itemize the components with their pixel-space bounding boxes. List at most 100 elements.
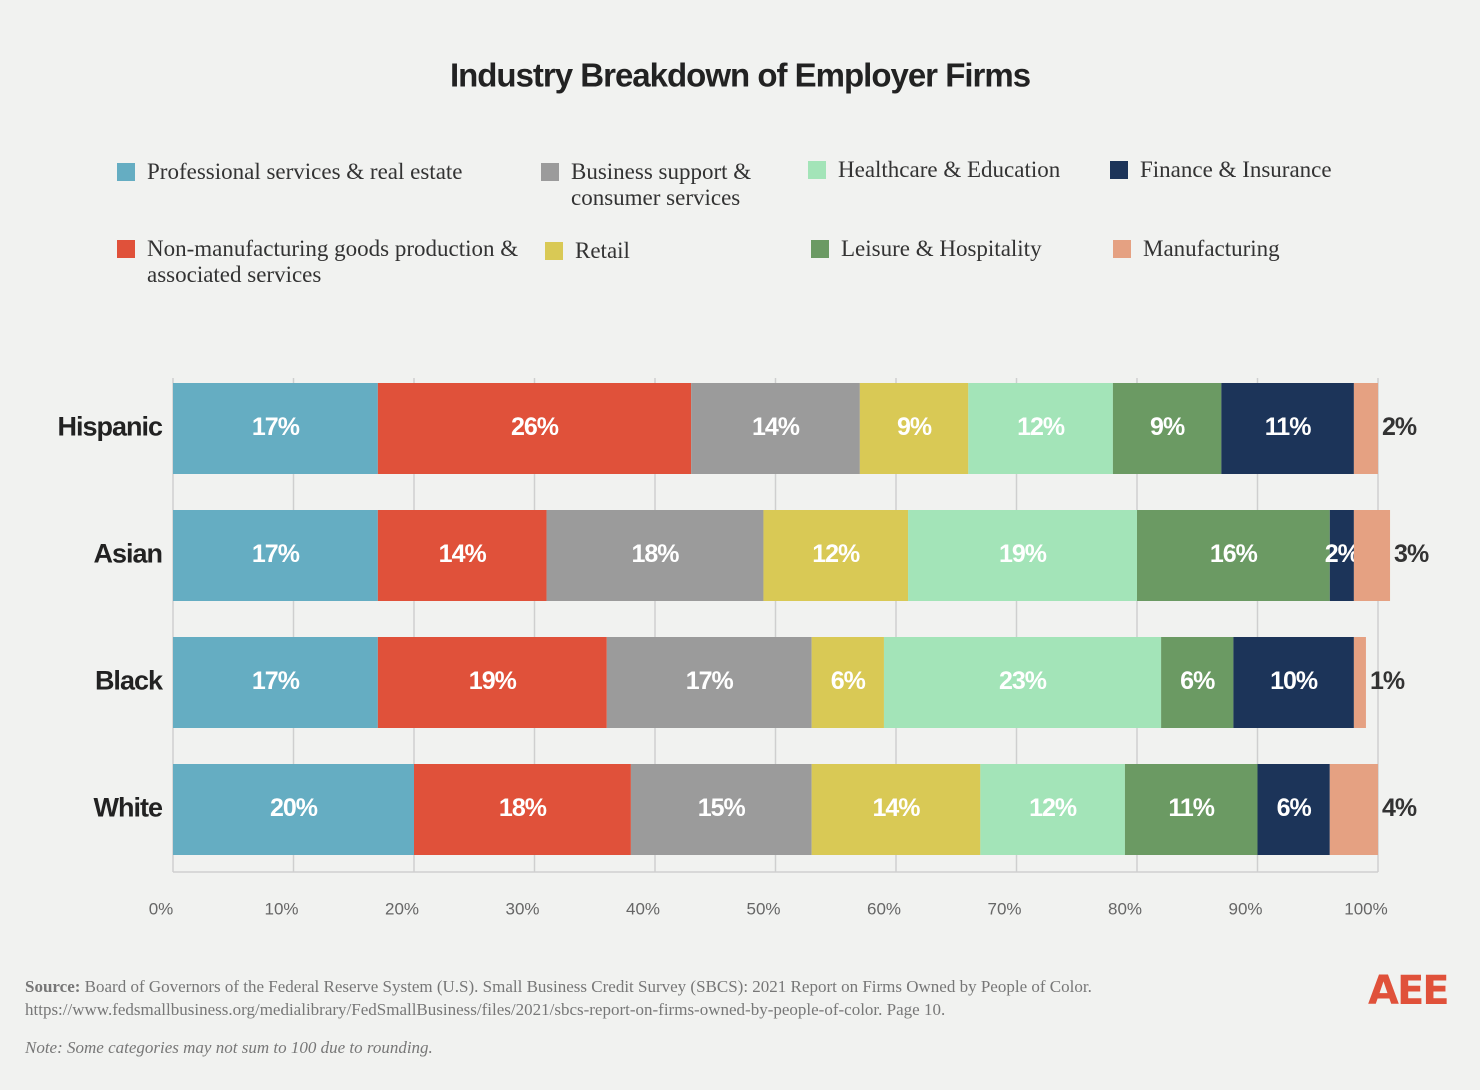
bar-segment	[1329, 764, 1378, 855]
data-label: 14%	[752, 413, 800, 441]
source-label: Source:	[25, 977, 81, 996]
legend-item: Business support & consumer services	[541, 159, 801, 211]
data-label: 12%	[812, 540, 860, 568]
legend-item: Healthcare & Education	[808, 157, 1138, 183]
legend-swatch	[808, 161, 826, 179]
bar-segment	[691, 383, 860, 474]
bar-segment	[883, 637, 1162, 728]
data-label: 19%	[999, 540, 1047, 568]
bar-segment	[377, 383, 692, 474]
data-label: 11%	[1168, 794, 1214, 822]
bar-segment	[606, 637, 812, 728]
bar-segment	[173, 510, 378, 601]
legend-swatch	[811, 240, 829, 258]
x-tick-label: 70%	[987, 899, 1021, 918]
bar-segment	[1233, 637, 1354, 728]
data-label: 20%	[270, 794, 318, 822]
bar-segment	[377, 510, 547, 601]
data-label: 3%	[1394, 540, 1429, 568]
data-label: 9%	[1150, 413, 1185, 441]
x-tick-label: 90%	[1228, 899, 1262, 918]
source: Source: Board of Governors of the Federa…	[25, 975, 1345, 1021]
legend-label: Non-manufacturing goods production & ass…	[147, 236, 519, 287]
legend-swatch	[1110, 161, 1128, 179]
bar-segment	[811, 764, 981, 855]
bar-segment	[414, 764, 631, 855]
legend-item: Leisure & Hospitality	[811, 236, 1141, 262]
source-text: Board of Governors of the Federal Reserv…	[25, 977, 1092, 1019]
legend-label: Manufacturing	[1143, 236, 1280, 261]
data-label: 17%	[252, 540, 300, 568]
legend-label: Leisure & Hospitality	[841, 236, 1042, 261]
legend-label: Professional services & real estate	[147, 159, 463, 184]
y-tick-label: Hispanic	[57, 412, 163, 442]
legend-label: Finance & Insurance	[1140, 157, 1332, 182]
legend-label: Retail	[575, 238, 630, 263]
legend-label: Healthcare & Education	[838, 157, 1061, 182]
x-tick-label: 50%	[746, 899, 780, 918]
data-label: 17%	[252, 413, 300, 441]
bar-segment	[1353, 383, 1378, 474]
data-label: 18%	[631, 540, 679, 568]
legend-item: Non-manufacturing goods production & ass…	[117, 236, 547, 288]
data-label: 11%	[1265, 413, 1311, 441]
data-label: 23%	[999, 667, 1047, 695]
bar-segment	[1161, 637, 1234, 728]
x-tick-label: 30%	[505, 899, 539, 918]
data-label: 6%	[1180, 667, 1215, 695]
logo: AEE	[1368, 968, 1450, 1014]
bar-segment	[811, 637, 884, 728]
bar-segment	[1112, 383, 1222, 474]
bar-segment	[980, 764, 1125, 855]
bar-segment	[968, 383, 1113, 474]
data-label: 12%	[1029, 794, 1077, 822]
data-label: 9%	[897, 413, 932, 441]
x-tick-label: 80%	[1108, 899, 1142, 918]
bar-segment	[173, 383, 378, 474]
data-label: 10%	[1270, 667, 1318, 695]
note: Note: Some categories may not sum to 100…	[25, 1038, 433, 1057]
bar-segment	[908, 510, 1137, 601]
data-label: 4%	[1382, 794, 1417, 822]
legend-swatch	[541, 163, 559, 181]
legend-swatch	[117, 163, 135, 181]
y-tick-label: Black	[95, 666, 164, 696]
bar-segment	[859, 383, 969, 474]
bar-segment	[1353, 510, 1391, 601]
bar-segment	[1329, 510, 1354, 601]
bar-segment	[630, 764, 812, 855]
data-label: 26%	[511, 413, 559, 441]
chart-title: Industry Breakdown of Employer Firms	[450, 57, 1030, 94]
data-label: 16%	[1210, 540, 1258, 568]
legend-item: Professional services & real estate	[117, 159, 547, 185]
x-tick-label: 60%	[867, 899, 901, 918]
legend-swatch	[117, 240, 135, 258]
y-tick-label: Asian	[93, 539, 162, 569]
bar-segment	[377, 637, 607, 728]
bar-segment	[173, 637, 378, 728]
bar-segment	[1353, 637, 1366, 728]
bar-segment	[1137, 510, 1330, 601]
data-label: 15%	[698, 794, 746, 822]
data-label: 12%	[1017, 413, 1065, 441]
data-label: 14%	[439, 540, 487, 568]
data-label: 6%	[831, 667, 866, 695]
data-label: 2%	[1382, 413, 1417, 441]
x-tick-label: 100%	[1344, 899, 1387, 918]
data-label: 14%	[872, 794, 920, 822]
x-tick-label: 20%	[385, 899, 419, 918]
data-label: 18%	[499, 794, 547, 822]
y-tick-label: White	[94, 793, 163, 823]
legend-label: Business support & consumer services	[571, 159, 752, 210]
legend-swatch	[545, 242, 563, 260]
bar-segment	[173, 764, 414, 855]
x-tick-label: 10%	[264, 899, 298, 918]
bar-segment	[763, 510, 909, 601]
x-tick-label: 40%	[626, 899, 660, 918]
bar-segment	[546, 510, 764, 601]
data-label: 19%	[469, 667, 517, 695]
x-tick-label: 0%	[149, 899, 174, 918]
data-label: 17%	[252, 667, 300, 695]
